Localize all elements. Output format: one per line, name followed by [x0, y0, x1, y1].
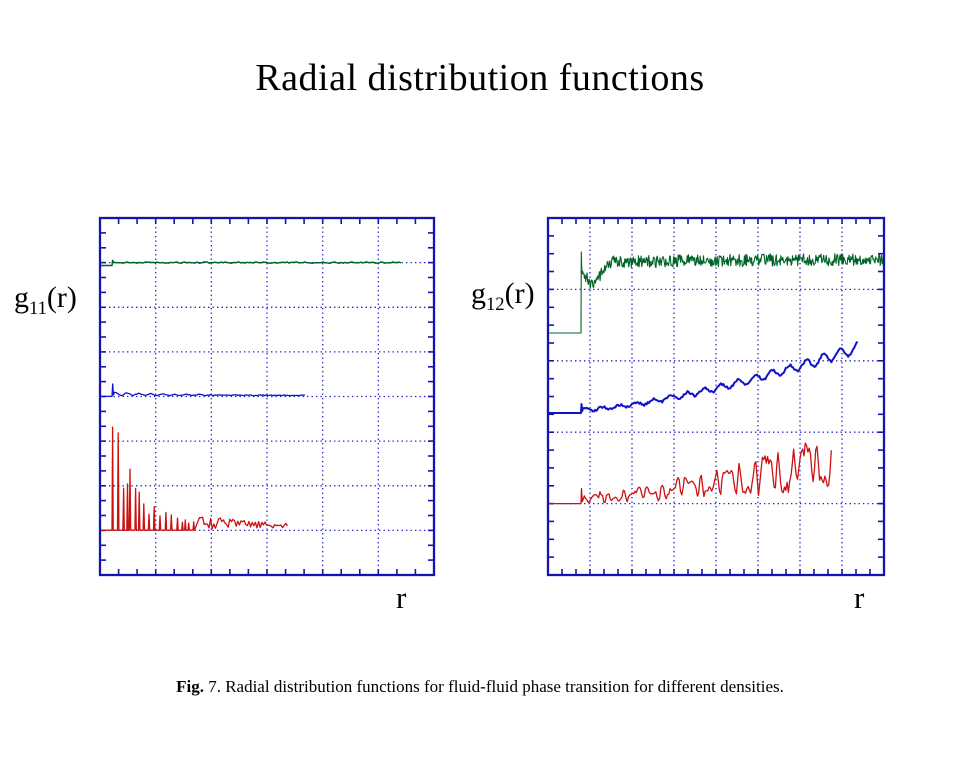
left-y-axis-label-args: (r) [46, 281, 77, 314]
left-x-axis-label: r [396, 580, 407, 615]
g11-frame [98, 216, 436, 577]
left-y-axis-label: g11(r) [14, 281, 77, 320]
right-x-axis-label: r [854, 580, 865, 615]
g12-gridlines [548, 218, 884, 575]
right-y-axis-label: g12(r) [471, 277, 535, 316]
g11-green-top-curve [100, 259, 402, 267]
caption-text: 7. Radial distribution functions for flu… [203, 677, 784, 696]
caption-fig-label: Fig. [176, 677, 204, 696]
g12-blue-middle-curve [548, 341, 859, 414]
g11-red-bottom-curve [100, 426, 288, 531]
g12-plot [546, 216, 886, 577]
g11-gridlines [100, 218, 434, 575]
figure-caption: Fig. 7. Radial distribution functions fo… [0, 677, 960, 697]
right-y-axis-label-base: g [471, 277, 486, 310]
g12-red-bottom-curve [548, 442, 832, 505]
figure-title: Radial distribution functions [255, 57, 705, 99]
g11-plot [98, 216, 436, 577]
g12-frame [546, 216, 886, 577]
g11-blue-middle-curve [100, 383, 305, 398]
right-y-axis-label-args: (r) [504, 277, 535, 310]
right-y-axis-label-sub: 12 [486, 294, 505, 315]
g12-green-top-curve [548, 251, 885, 334]
left-y-axis-label-sub: 11 [29, 298, 47, 319]
g12-axis-ticks [548, 218, 884, 575]
left-y-axis-label-base: g [14, 281, 29, 314]
